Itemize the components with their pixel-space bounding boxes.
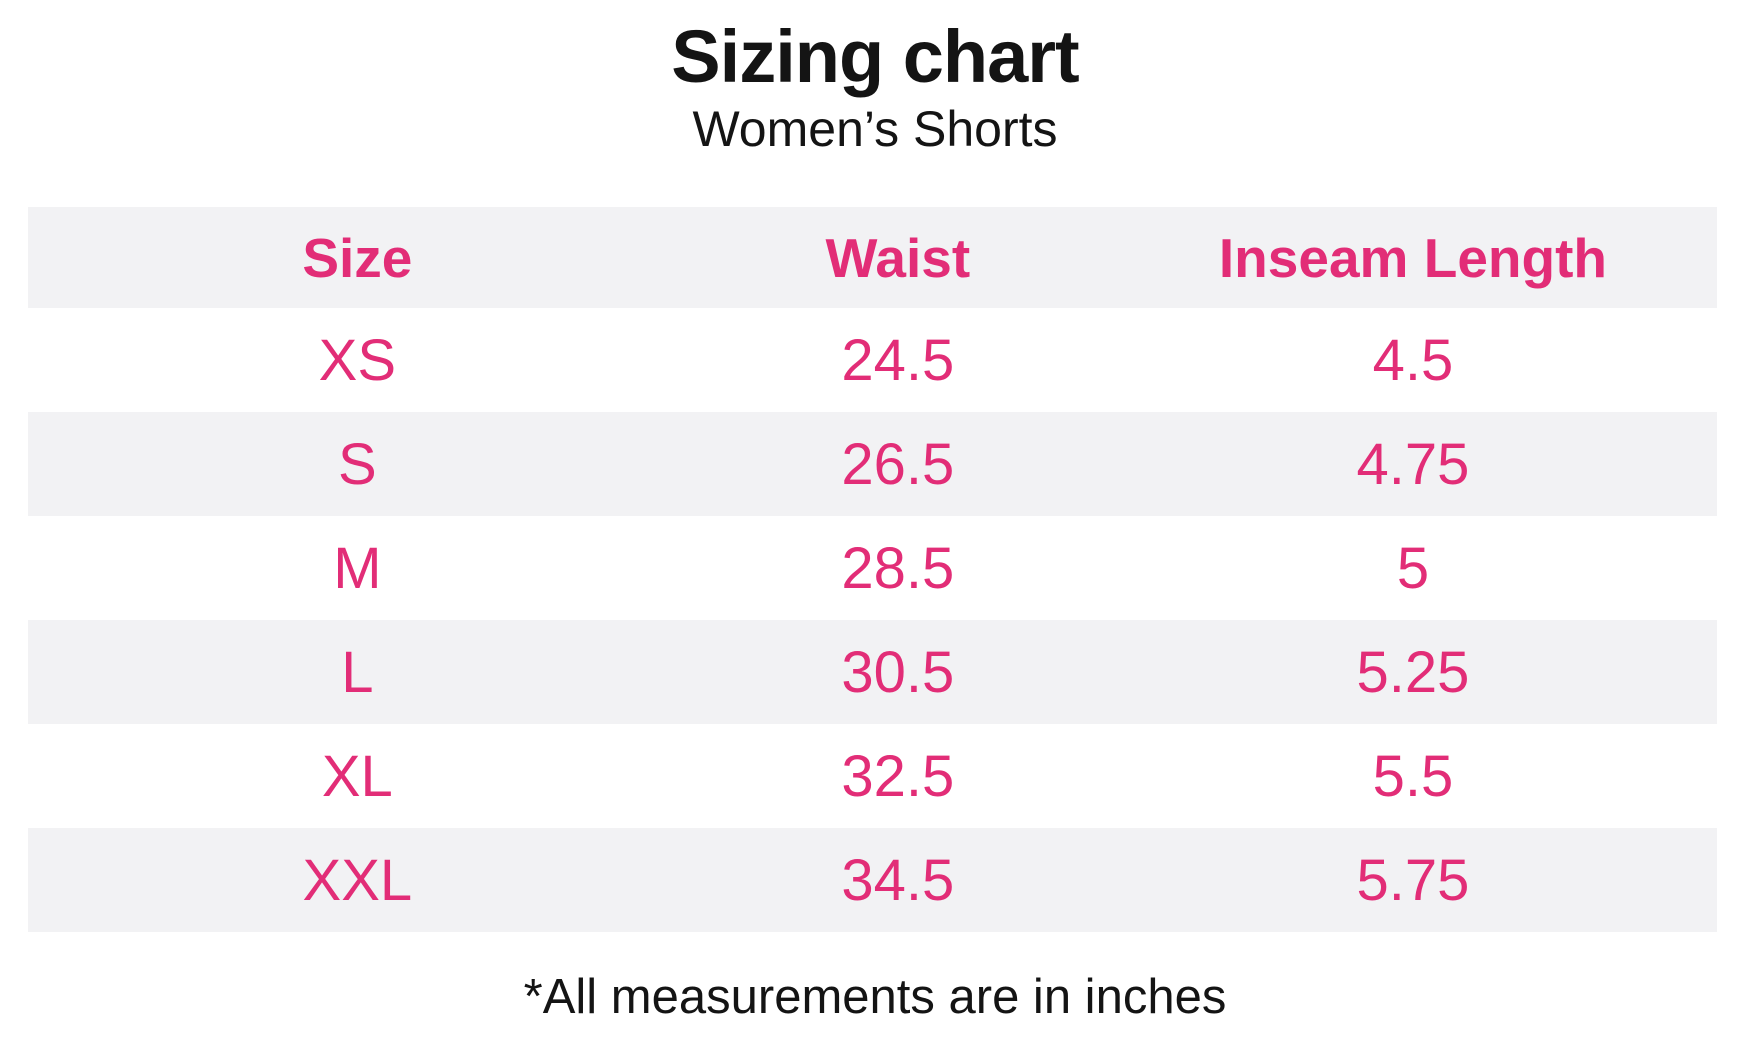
waist-cell: 32.5 [841,743,955,809]
measurements-footnote: *All measurements are in inches [523,970,1227,1025]
waist-cell: 24.5 [841,327,955,393]
table-row-xl: XL 32.5 5.5 [28,724,1717,829]
inseam-cell: 5.25 [1356,639,1470,705]
inseam-cell: 4.5 [1372,327,1454,393]
table-header-row: Size Waist Inseam Length [28,207,1717,309]
table-row-l: L 30.5 5.25 [28,620,1717,725]
inseam-cell: 5.5 [1372,743,1454,809]
sizing-table: Size Waist Inseam Length XS 24.5 4.5 S 2… [28,207,1717,933]
waist-cell: 30.5 [841,639,955,705]
size-cell: XS [318,327,397,393]
inseam-cell: 5.75 [1356,847,1470,913]
inseam-cell: 5 [1396,535,1430,601]
header-cell-waist: Waist [825,226,971,289]
size-cell: S [338,431,377,497]
waist-cell: 26.5 [841,431,955,497]
table-row-xs: XS 24.5 4.5 [28,308,1717,413]
table-row-s: S 26.5 4.75 [28,412,1717,517]
header-cell-size: Size [302,226,413,289]
size-cell: M [333,535,382,601]
table-row-m: M 28.5 5 [28,516,1717,621]
waist-cell: 28.5 [841,535,955,601]
waist-cell: 34.5 [841,847,955,913]
sizing-chart-page: Sizing chart Women’s Shorts Size Waist I… [0,14,1750,1056]
size-cell: XL [321,743,393,809]
inseam-cell: 4.75 [1356,431,1470,497]
header-cell-inseam: Inseam Length [1218,226,1608,289]
page-subtitle: Women’s Shorts [692,101,1058,158]
size-cell: XXL [302,847,413,913]
table-row-xxl: XXL 34.5 5.75 [28,828,1717,933]
size-cell: L [341,639,374,705]
page-title: Sizing chart [671,15,1079,98]
